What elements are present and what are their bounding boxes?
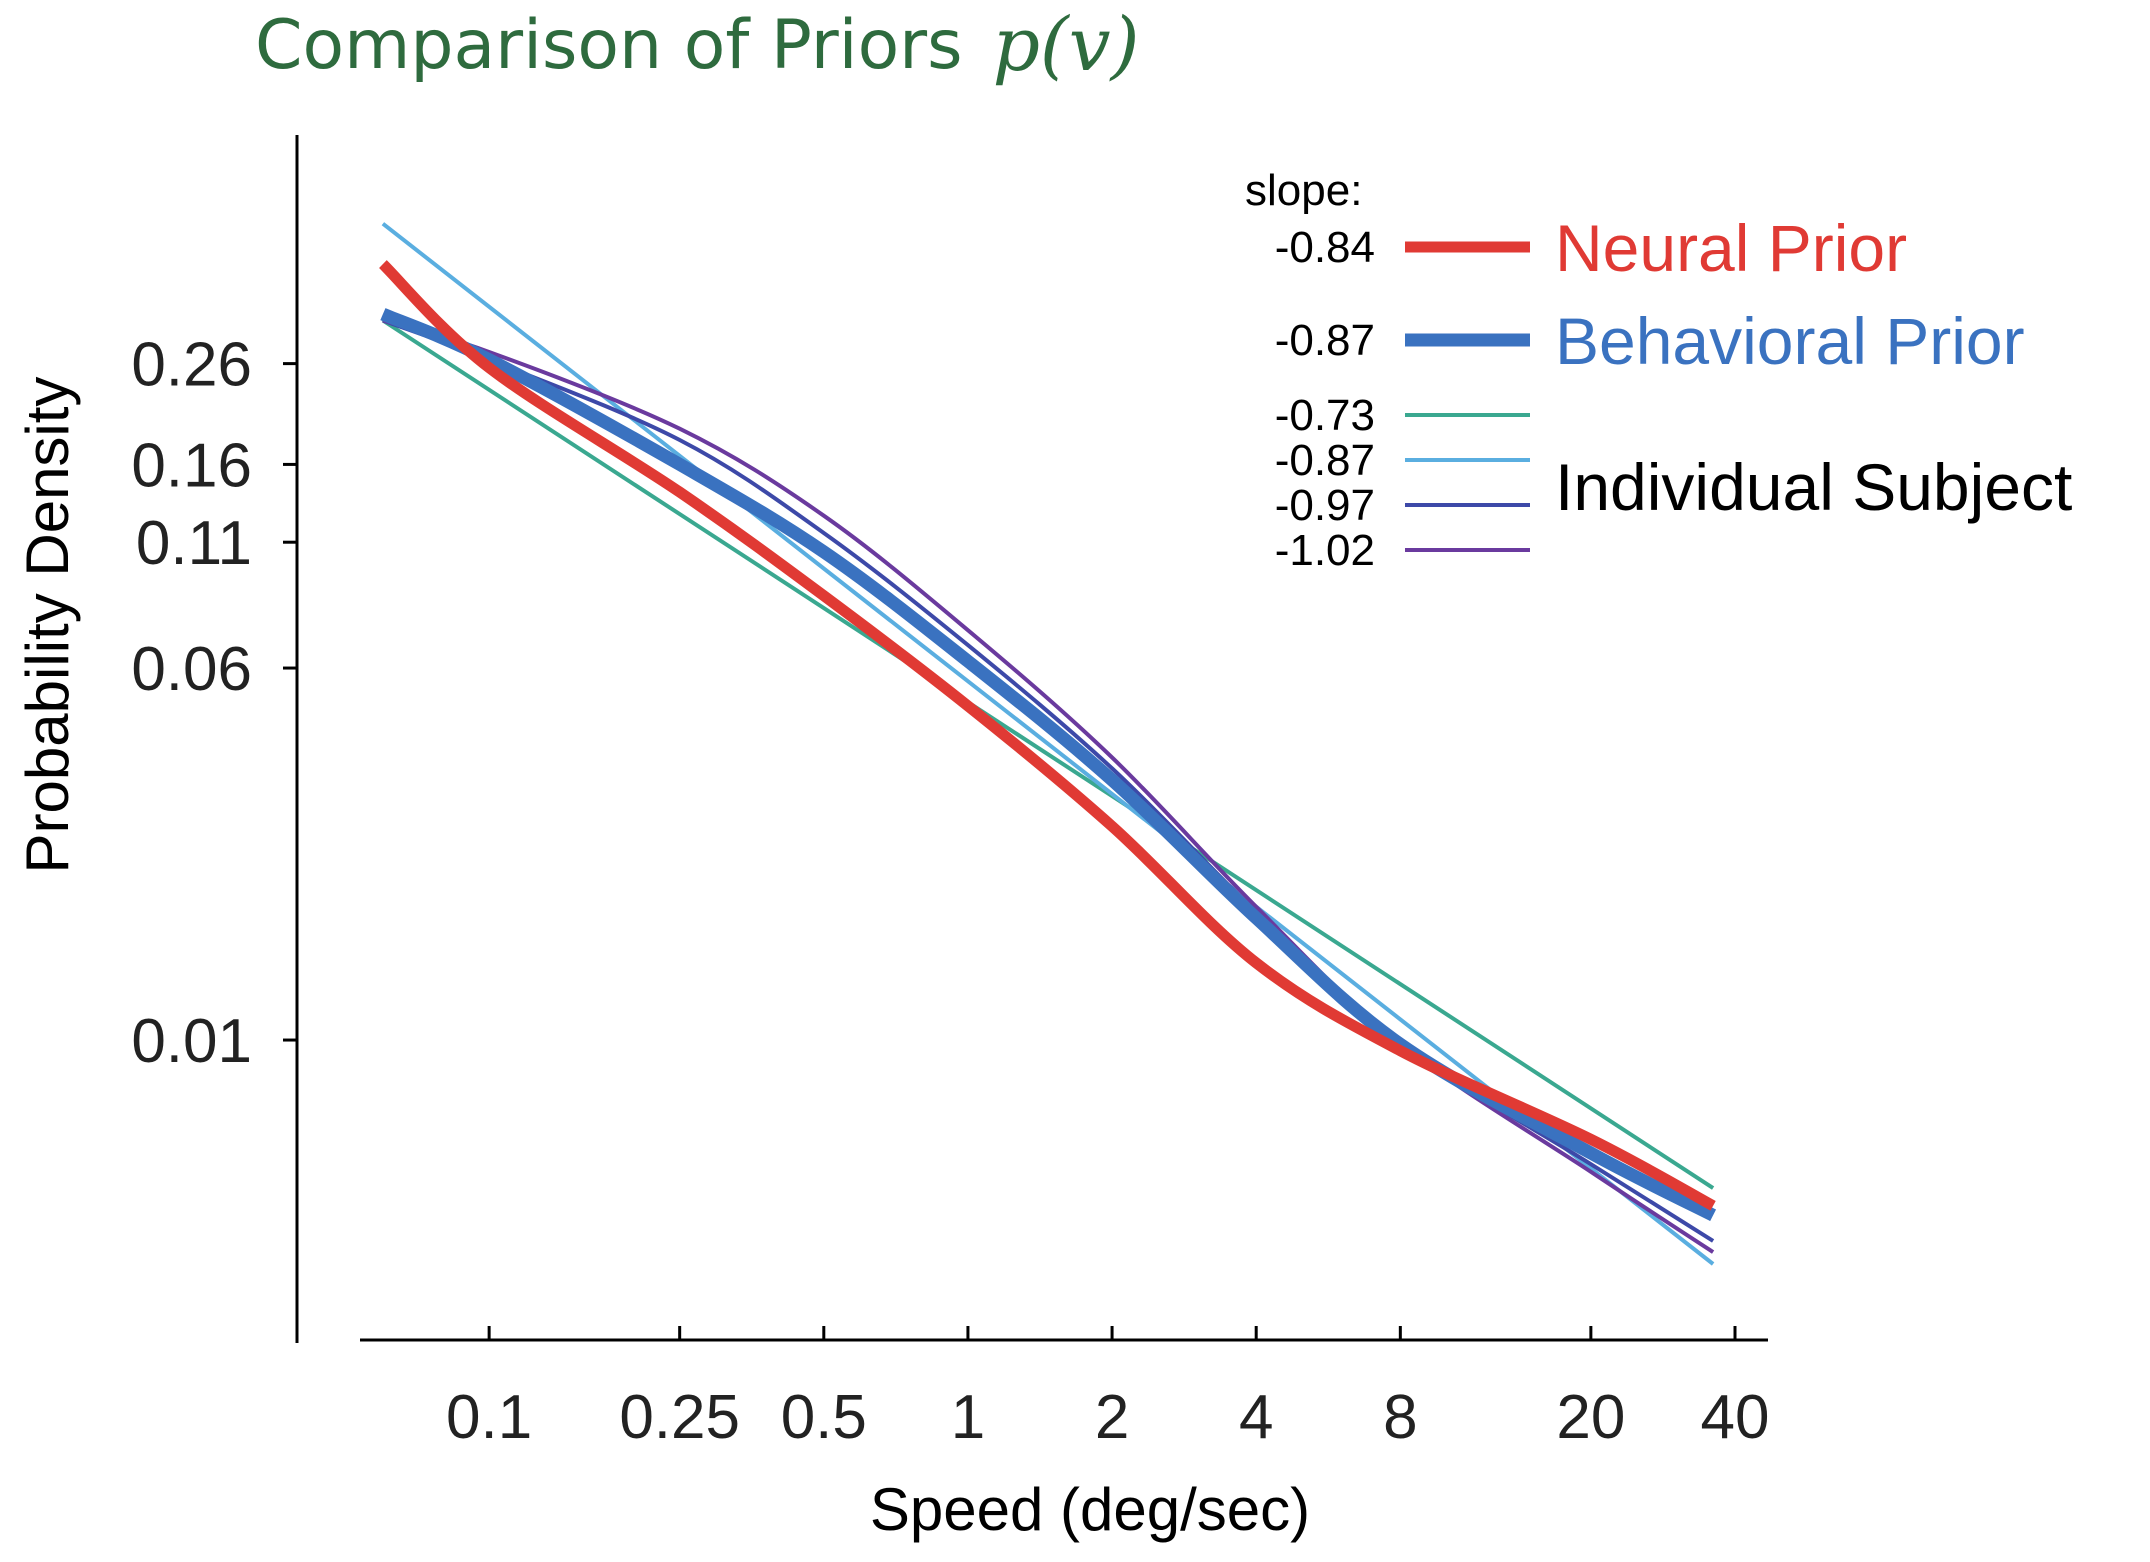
legend-slope-value: -0.73 <box>1275 391 1375 440</box>
x-tick-label: 40 <box>1701 1383 1770 1452</box>
x-tick-label: 0.1 <box>446 1383 532 1452</box>
series-line-2 <box>381 318 1715 1190</box>
x-tick-label: 8 <box>1383 1383 1417 1452</box>
y-tick-label: 0.06 <box>131 635 252 704</box>
legend-slope-value: -0.87 <box>1275 436 1375 485</box>
chart-title: Comparison of Priors <box>255 6 963 85</box>
x-ticks: 0.1 0.25 0.5 1 2 4 8 20 40 <box>446 1326 1769 1452</box>
legend-slope-header: slope: <box>1245 166 1362 215</box>
legend-slope-value: -0.87 <box>1275 316 1375 365</box>
chart-title-math: p(v) <box>993 2 1140 88</box>
legend: slope: -0.84 Neural Prior -0.87 Behavioral P… <box>1245 166 2072 575</box>
y-tick-label: 0.11 <box>136 509 252 578</box>
series-lines <box>379 222 1717 1266</box>
legend-series-name: Behavioral Prior <box>1555 304 2025 378</box>
legend-slope-value: -0.97 <box>1275 481 1375 530</box>
legend-group-label: Individual Subject <box>1555 450 2072 524</box>
y-axis-label: Probability Density <box>14 377 81 874</box>
x-axis-label: Speed (deg/sec) <box>870 1476 1310 1543</box>
legend-slope-value: -1.02 <box>1275 526 1375 575</box>
x-tick-label: 0.5 <box>781 1383 867 1452</box>
x-tick-label: 4 <box>1239 1383 1273 1452</box>
series-line-5 <box>382 318 1715 1254</box>
x-tick-label: 20 <box>1556 1383 1625 1452</box>
y-tick-label: 0.01 <box>131 1007 252 1076</box>
legend-series-name: Neural Prior <box>1555 211 1907 285</box>
y-tick-label: 0.16 <box>131 431 252 500</box>
y-ticks: 0.26 0.16 0.11 0.06 0.01 <box>131 331 297 1076</box>
y-tick-label: 0.26 <box>131 331 252 400</box>
x-tick-label: 1 <box>951 1383 985 1452</box>
legend-slope-value: -0.84 <box>1275 223 1375 272</box>
x-tick-label: 0.25 <box>619 1383 740 1452</box>
x-tick-label: 2 <box>1095 1383 1129 1452</box>
series-line-0 <box>379 260 1716 1211</box>
